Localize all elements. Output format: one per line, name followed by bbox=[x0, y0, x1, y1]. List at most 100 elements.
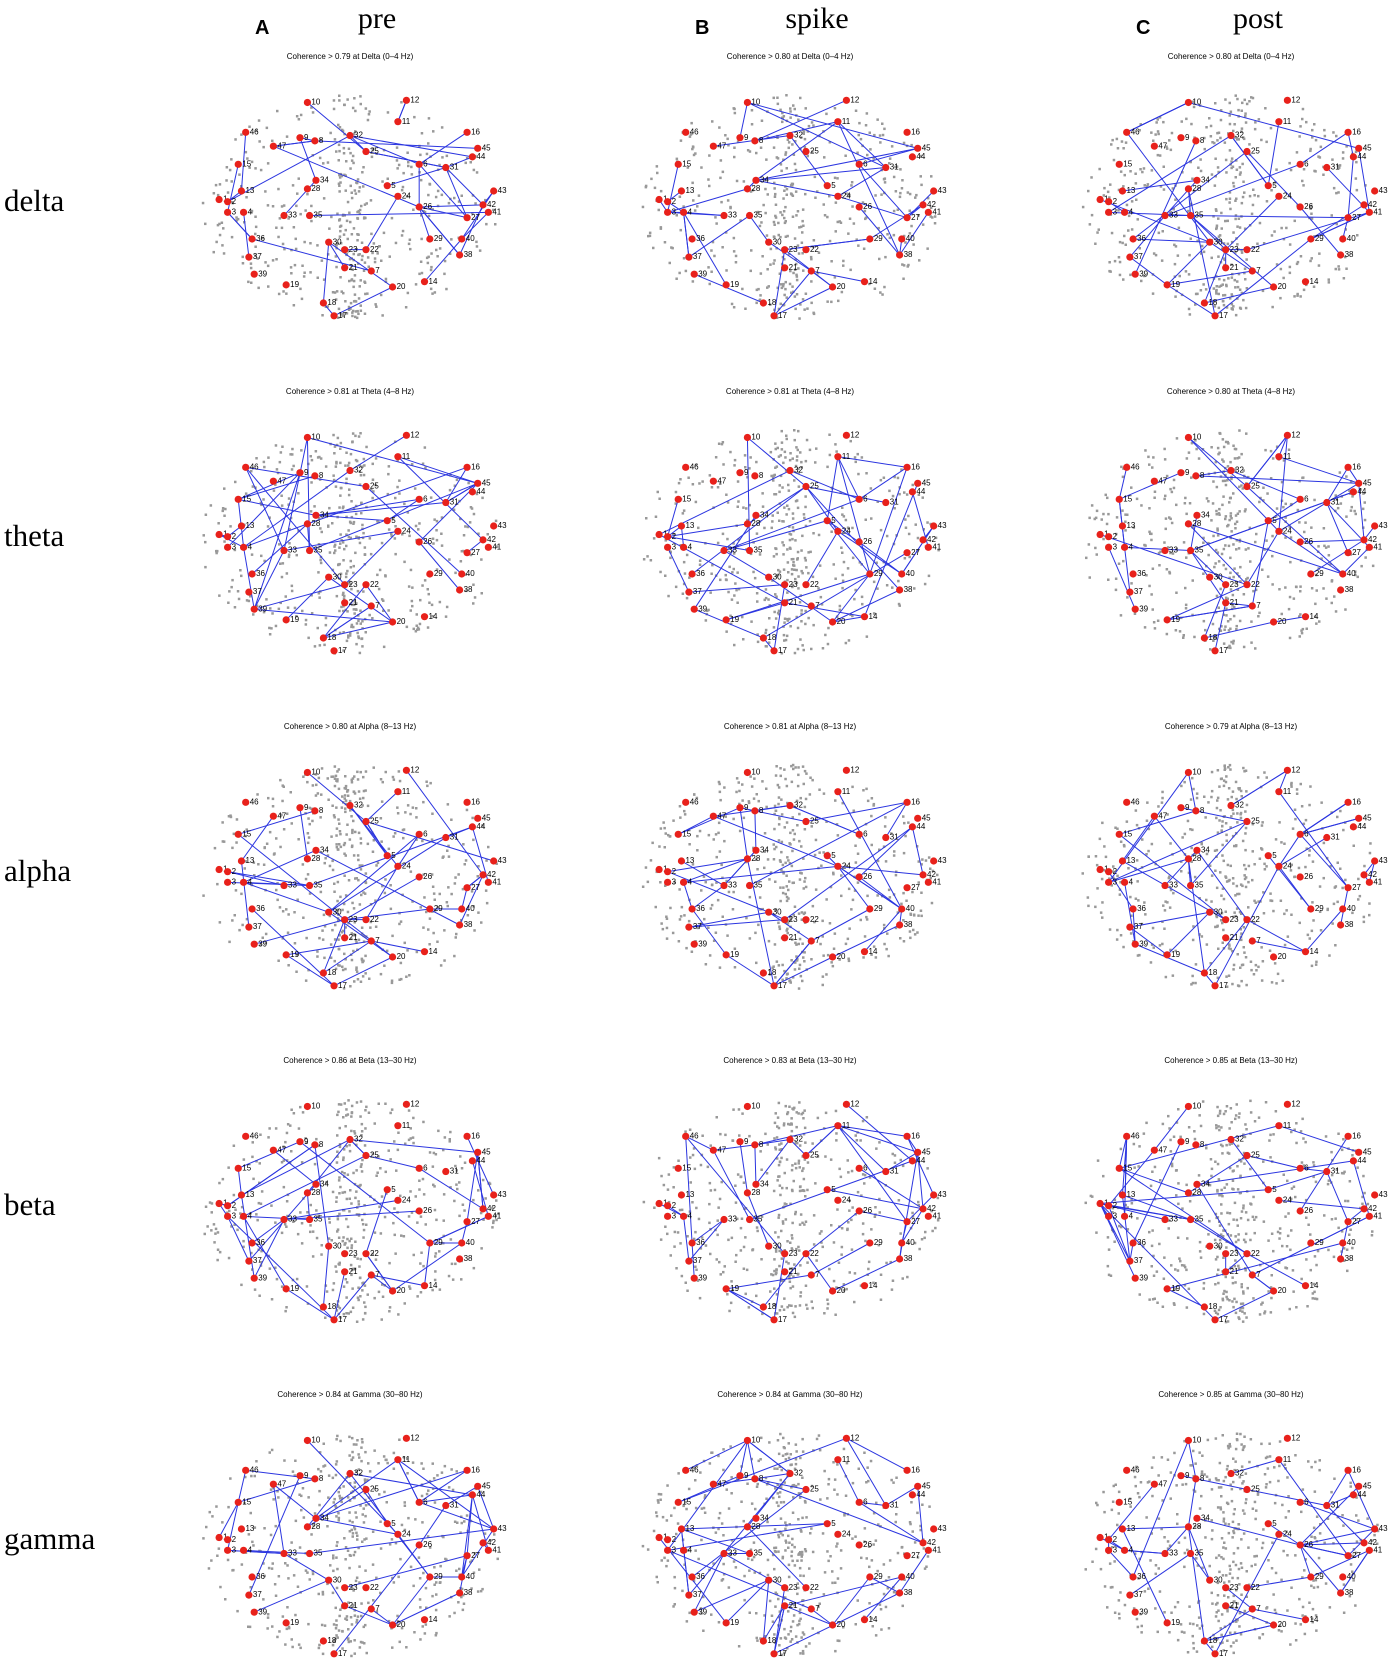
source-dot bbox=[461, 549, 465, 553]
electrode bbox=[781, 916, 789, 924]
electrode-label: 40 bbox=[466, 234, 475, 243]
source-dot bbox=[1216, 446, 1220, 450]
source-dot bbox=[656, 171, 659, 175]
source-dot bbox=[1345, 515, 1348, 518]
electrode bbox=[484, 208, 492, 216]
source-dot bbox=[1248, 100, 1251, 103]
source-dot bbox=[1265, 539, 1268, 542]
source-dot bbox=[1219, 629, 1222, 632]
connection bbox=[333, 956, 393, 987]
source-dot bbox=[711, 120, 714, 123]
source-dot bbox=[1214, 102, 1217, 105]
connection bbox=[283, 437, 308, 551]
source-dot bbox=[1233, 447, 1237, 451]
electrode-label: 10 bbox=[751, 768, 760, 777]
source-dot bbox=[1216, 769, 1220, 772]
source-dot bbox=[422, 800, 425, 804]
source-dot bbox=[1225, 880, 1229, 883]
source-dot bbox=[733, 947, 737, 950]
source-dot bbox=[878, 257, 881, 261]
source-dot bbox=[287, 217, 290, 220]
source-dot bbox=[297, 177, 300, 180]
source-dot bbox=[1282, 276, 1285, 280]
connection bbox=[240, 860, 250, 928]
source-dot bbox=[306, 841, 310, 845]
source-dot bbox=[1130, 228, 1134, 231]
source-dot bbox=[342, 152, 346, 155]
source-dot bbox=[782, 115, 786, 118]
source-dot bbox=[1209, 962, 1212, 965]
source-dot bbox=[486, 533, 489, 536]
source-dot bbox=[873, 133, 876, 137]
source-dot bbox=[277, 292, 281, 296]
source-dot bbox=[250, 281, 253, 284]
source-dot bbox=[738, 802, 741, 806]
source-dot bbox=[828, 194, 831, 198]
source-dot bbox=[1232, 231, 1235, 234]
electrode bbox=[674, 495, 682, 503]
electrode bbox=[296, 134, 304, 142]
source-dot bbox=[335, 594, 339, 598]
source-dot bbox=[1356, 575, 1359, 579]
source-dot bbox=[829, 885, 833, 889]
source-dot bbox=[1258, 857, 1262, 860]
source-dot bbox=[1235, 197, 1238, 200]
source-dot bbox=[204, 540, 207, 544]
source-dot bbox=[810, 825, 813, 828]
source-dot bbox=[350, 845, 354, 849]
source-dot bbox=[310, 219, 313, 223]
electrode-label: 10 bbox=[1192, 98, 1201, 107]
source-dot bbox=[342, 902, 346, 906]
connection bbox=[837, 121, 887, 168]
source-dot bbox=[1239, 307, 1243, 310]
source-dot bbox=[274, 483, 277, 486]
source-dot bbox=[1233, 123, 1236, 126]
connection bbox=[747, 437, 807, 487]
source-dot bbox=[822, 954, 825, 957]
source-dot bbox=[1229, 512, 1233, 515]
electrode-label: 12 bbox=[850, 95, 859, 104]
source-dot bbox=[1254, 963, 1258, 967]
electrode-label: 2 bbox=[1113, 532, 1118, 541]
connection bbox=[899, 212, 929, 256]
source-dot bbox=[1230, 517, 1233, 520]
source-dot bbox=[228, 168, 232, 172]
source-dot bbox=[1238, 538, 1242, 542]
source-dot bbox=[1227, 277, 1230, 280]
source-dot bbox=[231, 578, 234, 582]
source-dot bbox=[446, 849, 449, 852]
source-dot bbox=[233, 548, 237, 552]
source-dot bbox=[1127, 867, 1130, 870]
source-dot bbox=[1239, 966, 1242, 969]
electrode bbox=[420, 278, 429, 286]
source-dot bbox=[794, 262, 798, 266]
electrode bbox=[463, 884, 471, 892]
source-dot bbox=[300, 449, 303, 452]
source-dot bbox=[380, 800, 384, 803]
source-dot bbox=[1224, 780, 1228, 784]
source-dot bbox=[1180, 120, 1183, 123]
source-dot bbox=[709, 907, 713, 910]
source-dot bbox=[703, 917, 706, 921]
source-dot bbox=[781, 963, 784, 967]
source-dot bbox=[323, 643, 326, 647]
source-dot bbox=[1295, 151, 1299, 154]
source-dot bbox=[701, 480, 704, 483]
source-dot bbox=[775, 465, 779, 468]
source-dot bbox=[785, 513, 788, 516]
electrode bbox=[1243, 482, 1251, 491]
source-dot bbox=[414, 283, 418, 286]
connection bbox=[1167, 605, 1253, 621]
source-dot bbox=[810, 121, 814, 124]
source-dot bbox=[872, 802, 876, 806]
electrode bbox=[1275, 118, 1283, 126]
source-dot bbox=[359, 980, 363, 983]
source-dot bbox=[716, 541, 720, 545]
source-dot bbox=[427, 117, 431, 120]
source-dot bbox=[920, 863, 923, 866]
source-dot bbox=[759, 294, 762, 297]
source-dot bbox=[338, 176, 342, 179]
source-dot bbox=[1258, 221, 1262, 225]
source-dot bbox=[840, 874, 843, 877]
source-dot bbox=[351, 777, 355, 780]
